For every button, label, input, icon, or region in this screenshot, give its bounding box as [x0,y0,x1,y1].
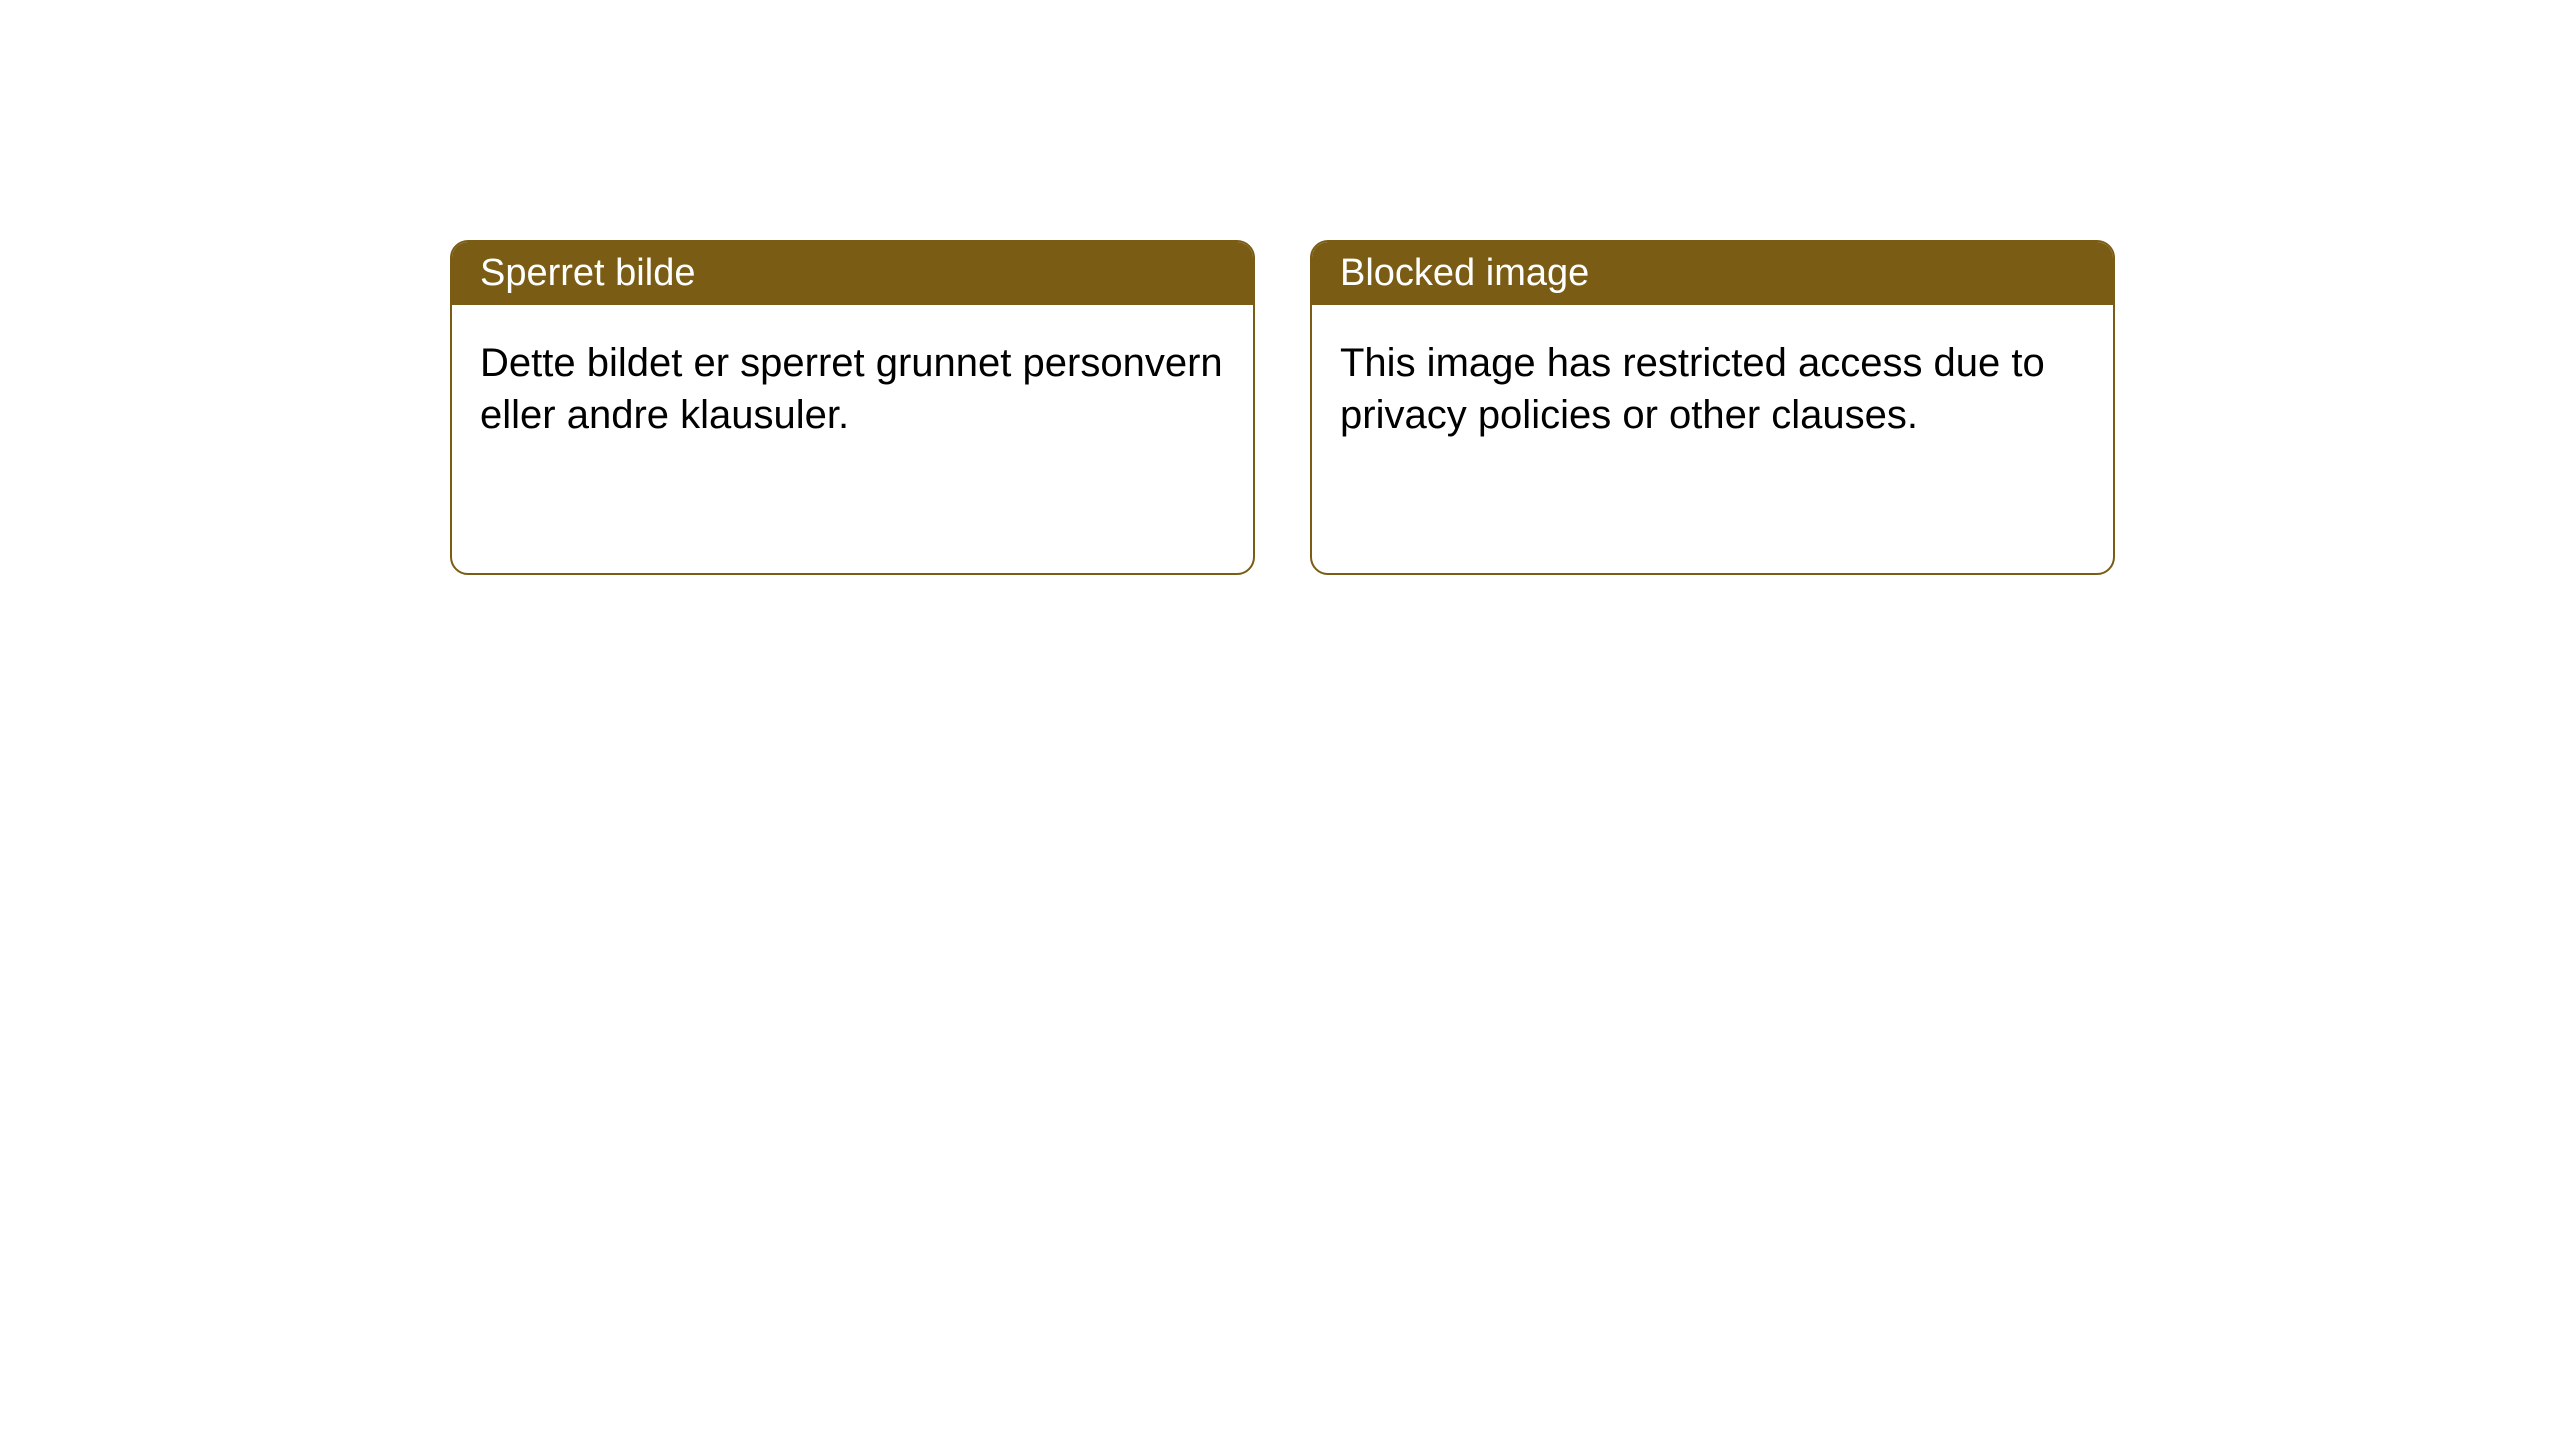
notice-header-english: Blocked image [1312,242,2113,305]
notice-body-english: This image has restricted access due to … [1312,305,2113,473]
notice-text: This image has restricted access due to … [1340,341,2045,437]
notice-header-norwegian: Sperret bilde [452,242,1253,305]
notice-text: Dette bildet er sperret grunnet personve… [480,341,1223,437]
notice-body-norwegian: Dette bildet er sperret grunnet personve… [452,305,1253,473]
notice-card-norwegian: Sperret bilde Dette bildet er sperret gr… [450,240,1255,575]
notice-card-english: Blocked image This image has restricted … [1310,240,2115,575]
notice-container: Sperret bilde Dette bildet er sperret gr… [0,0,2560,575]
notice-title: Blocked image [1340,252,1589,294]
notice-title: Sperret bilde [480,252,695,294]
